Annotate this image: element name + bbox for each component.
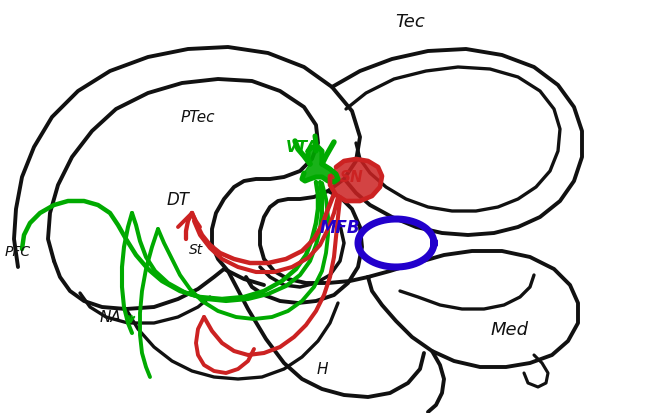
Text: H: H bbox=[316, 362, 328, 377]
Text: St: St bbox=[189, 242, 203, 256]
Text: MFB: MFB bbox=[319, 218, 361, 236]
Text: PTec: PTec bbox=[181, 110, 215, 125]
Polygon shape bbox=[330, 159, 382, 202]
Text: SN: SN bbox=[340, 170, 364, 185]
Text: VTA: VTA bbox=[286, 140, 318, 155]
Text: Med: Med bbox=[491, 320, 529, 338]
Text: DT: DT bbox=[166, 190, 190, 209]
Polygon shape bbox=[302, 147, 338, 183]
Text: PFC: PFC bbox=[5, 244, 31, 259]
Text: Tec: Tec bbox=[395, 13, 425, 31]
Text: NA: NA bbox=[99, 310, 121, 325]
